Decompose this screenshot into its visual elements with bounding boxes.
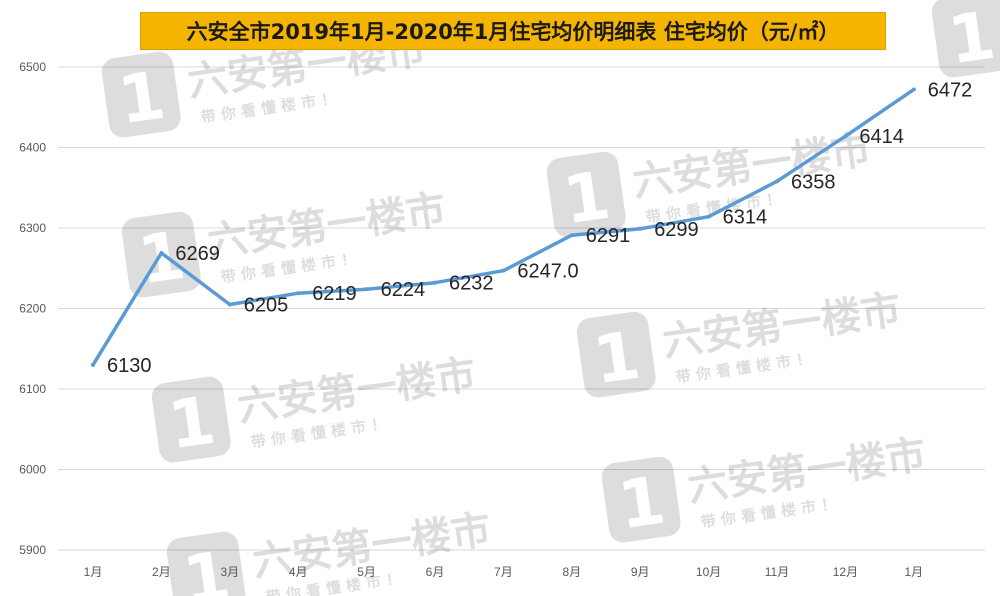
data-point (911, 87, 916, 92)
data-point (433, 280, 437, 285)
series-line-layer (91, 87, 916, 367)
data-point (569, 233, 574, 238)
x-tick-label: 9月 (631, 565, 650, 579)
chart-title: 六安全市2019年1月-2020年1月住宅均价明细表 住宅均价（元/㎡） (140, 12, 886, 50)
watermark-logo-digit: 1 (114, 57, 170, 140)
x-tick-label: 11月 (765, 565, 789, 579)
x-tick-label: 8月 (562, 565, 581, 579)
data-point (159, 250, 164, 255)
watermark-logo-box (576, 311, 656, 398)
watermark-logo-digit: 1 (589, 317, 645, 400)
watermark-logo-box (546, 151, 626, 238)
y-tick-label: 6300 (19, 221, 46, 235)
watermark-logo-box (166, 531, 246, 596)
chart-title-text: 六安全市2019年1月-2020年1月住宅均价明细表 住宅均价（元/㎡） (186, 20, 840, 44)
data-point (638, 226, 643, 231)
x-tick-label: 1月 (904, 565, 923, 579)
y-tick-label: 6200 (19, 302, 46, 316)
watermark-logo-digit: 1 (559, 157, 615, 240)
data-label: 6291 (586, 225, 631, 247)
x-tick-label: 2月 (152, 565, 171, 579)
watermark-logo-digit: 1 (179, 537, 235, 596)
watermark-logo-box (101, 51, 181, 138)
y-tick-label: 6000 (19, 463, 46, 477)
watermark-logo-box (601, 456, 681, 543)
data-label: 6232 (449, 273, 494, 295)
data-point (296, 291, 301, 296)
data-point (91, 362, 95, 367)
data-label: 6247.0 (517, 261, 578, 283)
data-point (227, 302, 232, 307)
y-tick-label: 6500 (19, 60, 46, 74)
data-label: 6314 (723, 207, 768, 229)
x-axis-ticks: 1月 2月 3月 4月 5月 6月 7月 8月 9月 10月 11月 12月 1月 (84, 565, 923, 579)
data-label: 6299 (654, 219, 699, 241)
data-point (775, 179, 779, 184)
data-label: 6472 (928, 80, 973, 102)
gridlines (58, 66, 985, 551)
data-point (843, 134, 848, 139)
x-tick-label: 1月 (84, 565, 103, 579)
watermark-logo-box (931, 0, 1000, 78)
data-label: 6205 (244, 294, 288, 316)
watermark-logo-digit: 1 (614, 462, 670, 545)
data-label: 6219 (312, 283, 357, 305)
watermark-logo-digit: 1 (164, 382, 220, 465)
x-tick-label: 6月 (426, 565, 445, 579)
data-point (364, 287, 369, 292)
x-tick-label: 10月 (696, 565, 721, 579)
data-labels: 6130 6269 6205 6219 6224 6232 6247.0 6291 6299 63… (107, 80, 972, 377)
x-tick-label: 12月 (833, 565, 858, 579)
data-label: 6130 (107, 355, 152, 377)
data-point (706, 214, 711, 219)
y-tick-label: 5900 (19, 543, 46, 557)
data-label: 6269 (175, 243, 220, 265)
y-axis-ticks: 5900 6000 6100 6200 6300 6400 6500 (19, 60, 46, 557)
y-tick-label: 6100 (19, 382, 46, 396)
watermark-logo-digit: 1 (944, 0, 1000, 79)
data-point (501, 268, 506, 273)
x-tick-label: 7月 (494, 565, 513, 579)
data-label: 6414 (859, 126, 904, 148)
data-label: 6358 (791, 171, 836, 193)
x-tick-label: 5月 (357, 565, 376, 579)
watermark-logo-box (151, 376, 231, 463)
data-label: 6224 (381, 279, 426, 301)
x-tick-label: 4月 (289, 565, 308, 579)
x-tick-label: 3月 (220, 565, 239, 579)
y-tick-label: 6400 (19, 141, 46, 155)
